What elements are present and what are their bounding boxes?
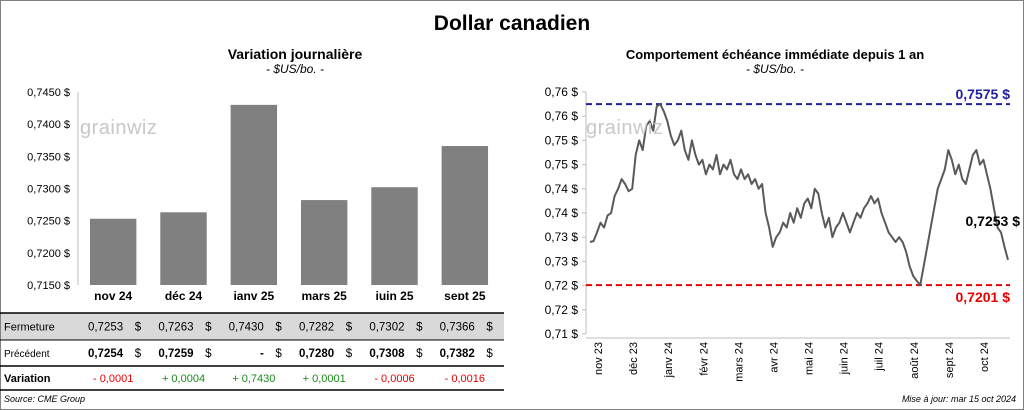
right-chart-title: Comportement échéance immédiate depuis 1…	[575, 47, 975, 76]
bar-category-label: sept 25	[444, 289, 486, 300]
line-y-tick-label: 0,75 $	[545, 158, 579, 172]
table-cell-value: 0,7382	[440, 348, 475, 360]
table-cell-currency: $	[205, 348, 212, 360]
high-reference-label: 0,7575 $	[956, 86, 1011, 102]
table-cell-currency: $	[135, 348, 142, 360]
line-x-tick-label: févr 24	[698, 342, 710, 376]
line-y-tick-label: 0,74 $	[545, 206, 579, 220]
right-chart-title-text: Comportement échéance immédiate depuis 1…	[625, 47, 925, 62]
table-cell-currency: $	[346, 348, 353, 360]
line-x-tick-label: juil 24	[874, 342, 886, 372]
bar-y-tick-label: 0,7300 $	[27, 184, 70, 196]
table-cell-value: 0,7254	[88, 348, 124, 360]
line-y-tick-label: 0,76 $	[545, 85, 579, 99]
price-series-line	[589, 103, 1009, 287]
bar-y-tick-label: 0,7350 $	[27, 151, 70, 163]
bar-category-label: janv 25	[232, 289, 274, 300]
page-title: Dollar canadien	[433, 12, 591, 35]
line-x-tick-label: mai 24	[804, 342, 816, 375]
line-x-tick-label: mars 24	[733, 342, 745, 382]
line-y-tick-label: 0,75 $	[545, 133, 579, 147]
table-cell-currency: $	[135, 322, 142, 334]
table-cell-value: 0,7308	[369, 348, 405, 360]
table-cell-value: 0,7430	[229, 322, 264, 334]
bar-y-tick-label: 0,7400 $	[27, 119, 70, 131]
bar-y-tick-label: 0,7150 $	[27, 280, 70, 292]
table-cell-currency: $	[346, 322, 353, 334]
line-x-tick-label: sept 24	[944, 342, 956, 378]
bar-category-label: juin 25	[374, 289, 413, 300]
bar	[300, 200, 348, 285]
daily-variation-bar-chart: 0,7150 $ 0,7200 $ 0,7250 $ 0,7300 $ 0,7350 $…	[27, 87, 489, 300]
table-cell-variation: - 0,0016	[445, 373, 485, 385]
bar	[89, 218, 137, 285]
table-row-label: Variation	[4, 373, 51, 385]
table-cell-variation: + 0,0004	[162, 373, 205, 385]
update-note: Mise à jour: mar 15 oct 2024	[901, 394, 1016, 404]
table-cell-value: 0,7259	[158, 348, 193, 360]
line-y-tick-label: 0,74 $	[545, 182, 579, 196]
table-cell-currency: $	[416, 322, 423, 334]
table-cell-value: 0,7366	[440, 322, 475, 334]
table-cell-currency: $	[486, 348, 493, 360]
price-table: Fermeture 0,7253 $0,7263 $0,7430 $0,7282 $0,7…	[0, 312, 504, 391]
line-x-tick-label: oct 24	[979, 342, 991, 372]
table-cell-value: 0,7253	[88, 322, 123, 334]
table-cell-currency: $	[416, 348, 423, 360]
table-cell-currency: $	[275, 322, 282, 334]
bar	[441, 146, 489, 285]
left-watermark: grainwiz	[80, 117, 158, 139]
line-x-tick-label: avr 24	[768, 342, 780, 373]
line-y-tick-label: 0,73 $	[545, 230, 579, 244]
table-cell-variation: + 0,0001	[303, 373, 346, 385]
table-row-background	[1, 313, 504, 340]
table-cell-currency: $	[205, 322, 212, 334]
table-cell-currency: $	[275, 348, 282, 360]
bar-category-label: nov 24	[94, 289, 132, 300]
bar	[160, 212, 207, 285]
table-cell-value: 0,7280	[299, 348, 334, 360]
left-chart-title-text: Variation journalière	[227, 46, 363, 62]
one-year-line-chart: 0,71 $ 0,72 $ 0,72 $ 0,73 $ 0,73 $ 0,74 $ 0,74…	[545, 85, 1021, 382]
bar-category-label: mars 25	[301, 289, 347, 300]
bar-y-tick-label: 0,7250 $	[27, 216, 70, 228]
line-x-tick-label: juin 24	[839, 342, 851, 375]
table-cell-value: 0,7263	[158, 322, 193, 334]
line-y-tick-label: 0,76 $	[545, 109, 579, 123]
right-chart-subtitle: - $US/bo. -	[745, 62, 805, 76]
line-y-tick-label: 0,73 $	[545, 254, 579, 268]
right-watermark: grainwiz	[586, 117, 664, 139]
table-cell-value: 0,7282	[299, 322, 334, 334]
bar	[230, 104, 278, 285]
left-chart-subtitle: - $US/bo. -	[265, 62, 325, 76]
table-cell-currency: $	[486, 322, 493, 334]
last-value-label: 0,7253 $	[966, 213, 1021, 229]
table-cell-variation: + 0,7430	[232, 373, 275, 385]
line-y-tick-label: 0,72 $	[545, 279, 579, 293]
bar-category-label: déc 24	[165, 289, 203, 300]
table-row-label: Précédent	[4, 349, 50, 360]
line-x-tick-label: août 24	[909, 342, 921, 379]
line-y-tick-label: 0,72 $	[545, 303, 579, 317]
left-chart-title: Variation journalière - $US/bo. -	[80, 46, 510, 76]
line-x-tick-label: janv 24	[663, 342, 675, 378]
table-cell-variation: - 0,0006	[374, 373, 414, 385]
table-cell-value: -	[260, 348, 264, 360]
source-note: Source: CME Group	[4, 394, 86, 404]
line-x-tick-label: déc 23	[628, 342, 640, 375]
table-cell-variation: - 0,0001	[93, 373, 133, 385]
bar-y-tick-label: 0,7450 $	[27, 87, 70, 99]
bar-y-tick-label: 0,7200 $	[27, 248, 70, 260]
table-row-label: Fermeture	[4, 322, 55, 334]
bar	[371, 187, 418, 285]
low-reference-label: 0,7201 $	[956, 289, 1011, 305]
line-x-tick-label: nov 23	[593, 342, 605, 375]
line-y-tick-label: 0,71 $	[545, 327, 579, 341]
table-cell-value: 0,7302	[369, 322, 404, 334]
